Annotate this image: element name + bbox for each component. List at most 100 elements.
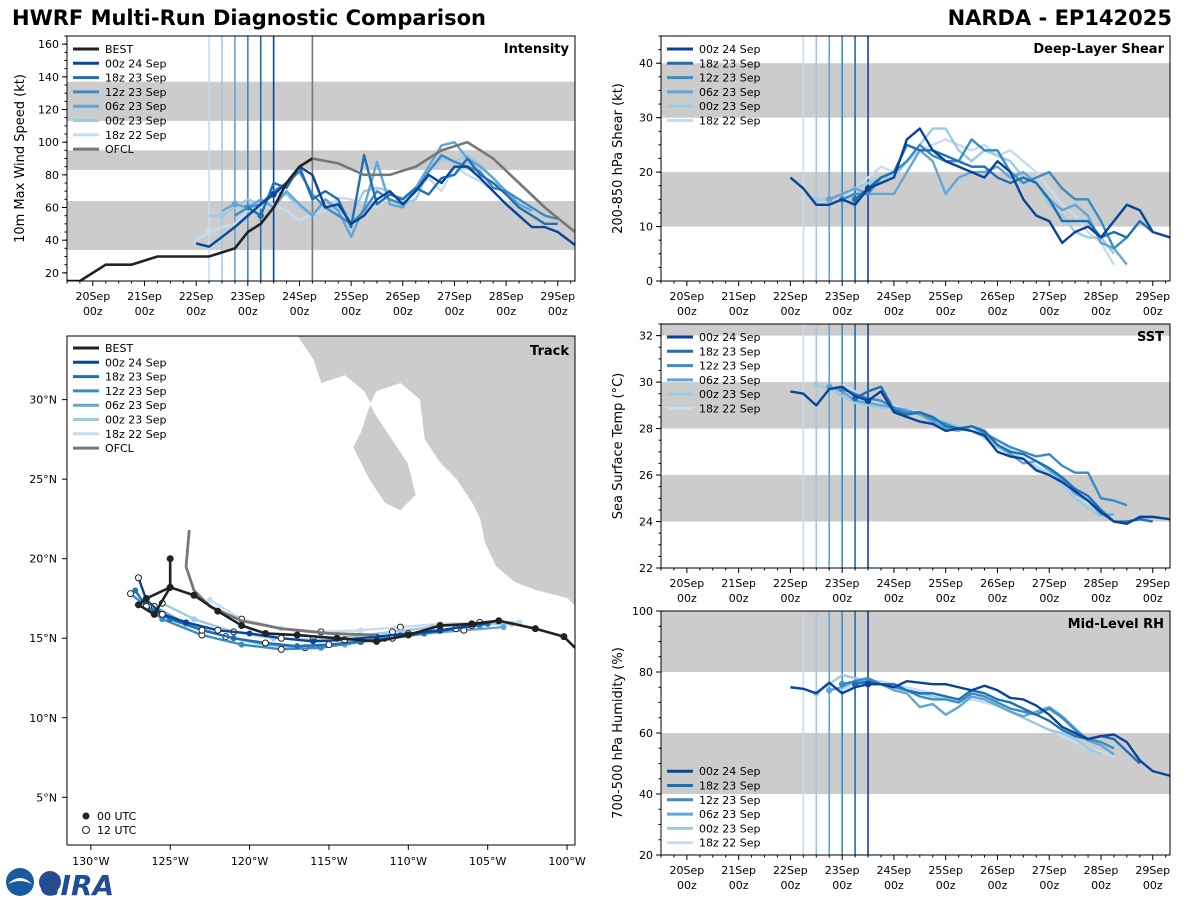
track-run-point-12utc bbox=[277, 634, 285, 642]
intensity-xtick-hour: 00z bbox=[548, 305, 568, 318]
track-xtick-label: 130°W bbox=[72, 855, 109, 868]
sst-ytick-label: 22 bbox=[639, 562, 653, 575]
track-legend-label: 06z 23 Sep bbox=[105, 399, 167, 412]
intensity-ytick-label: 60 bbox=[45, 202, 59, 215]
intensity-legend-label: 06z 23 Sep bbox=[105, 100, 167, 113]
intensity-ytick-label: 40 bbox=[45, 234, 59, 247]
intensity-xtick-hour: 00z bbox=[393, 305, 413, 318]
shear-xtick-day: 26Sep bbox=[980, 290, 1015, 303]
track-run-point bbox=[246, 630, 253, 637]
track-xtick-label: 115°W bbox=[310, 855, 347, 868]
track-best-point bbox=[293, 631, 301, 639]
track-run-point-12utc bbox=[396, 623, 404, 631]
shear-xtick-hour: 00z bbox=[988, 305, 1008, 318]
intensity-xtick-hour: 00z bbox=[135, 305, 155, 318]
intensity-xtick-day: 27Sep bbox=[437, 290, 472, 303]
track-legend-label: BEST bbox=[105, 342, 133, 355]
rh-panel: 20 40 60 80 100 20Sep 00z 21Sep 00z 22Sep 00z 23Sep… bbox=[611, 605, 1171, 892]
track-best-point bbox=[238, 621, 246, 629]
track-best-point bbox=[190, 591, 198, 599]
rh-xtick-day: 28Sep bbox=[1084, 864, 1119, 877]
intensity-title: Intensity bbox=[504, 42, 570, 57]
rh-ytick-label: 60 bbox=[639, 727, 653, 740]
rh-legend-label: 12z 23 Sep bbox=[699, 794, 761, 807]
intensity-ytick-label: 80 bbox=[45, 169, 59, 182]
track-ytick-label: 20°N bbox=[29, 553, 57, 566]
track-best-point bbox=[142, 594, 150, 602]
sst-title: SST bbox=[1137, 330, 1164, 345]
track-run-line bbox=[137, 577, 500, 643]
track-panel: 130°W 125°W 120°W 115°W 110°W 105°W 100°W 5°N 10… bbox=[29, 335, 586, 868]
intensity-xtick-hour: 00z bbox=[290, 305, 310, 318]
sst-xtick-day: 27Sep bbox=[1032, 577, 1067, 590]
sst-series-line bbox=[854, 385, 1153, 523]
shear-init-point bbox=[864, 185, 872, 192]
shear-ytick-label: 40 bbox=[639, 57, 653, 70]
track-run-point bbox=[159, 616, 166, 623]
shear-xtick-day: 27Sep bbox=[1032, 290, 1067, 303]
rh-band bbox=[661, 733, 1170, 794]
intensity-ofcl-line bbox=[298, 140, 575, 234]
intensity-best-line bbox=[67, 157, 314, 281]
track-best-point bbox=[404, 631, 412, 639]
shear-series-line bbox=[841, 138, 1115, 266]
rh-xtick-day: 20Sep bbox=[670, 864, 705, 877]
rh-legend-label: 06z 23 Sep bbox=[699, 808, 761, 821]
shear-series-line bbox=[789, 127, 1170, 245]
sst-xtick-day: 20Sep bbox=[670, 577, 705, 590]
intensity-series-line bbox=[195, 165, 575, 248]
sst-xtick-hour: 00z bbox=[936, 592, 956, 605]
intensity-legend-label: 18z 22 Sep bbox=[105, 129, 167, 142]
sst-xtick-day: 28Sep bbox=[1084, 577, 1119, 590]
track-best-point bbox=[261, 629, 269, 637]
shear-xtick-day: 23Sep bbox=[825, 290, 860, 303]
intensity-xtick-hour: 00z bbox=[186, 305, 206, 318]
rh-xtick-hour: 00z bbox=[729, 879, 749, 892]
sst-legend-label: 18z 22 Sep bbox=[699, 403, 761, 416]
intensity-xtick-hour: 00z bbox=[83, 305, 103, 318]
track-run-point-12utc bbox=[214, 626, 222, 634]
intensity-xtick-day: 28Sep bbox=[489, 290, 524, 303]
track-xtick-label: 100°W bbox=[548, 855, 585, 868]
rh-init-point bbox=[838, 681, 846, 688]
shear-legend-label: 06z 23 Sep bbox=[699, 86, 761, 99]
shear-series-line bbox=[816, 127, 1115, 255]
intensity-ytick-label: 160 bbox=[38, 38, 59, 51]
sst-legend-label: 12z 23 Sep bbox=[699, 360, 761, 373]
shear-legend-label: 12z 23 Sep bbox=[699, 72, 761, 85]
sst-frame bbox=[660, 323, 1171, 569]
sst-legend-label: 06z 23 Sep bbox=[699, 374, 761, 387]
rh-series-line bbox=[790, 679, 1170, 777]
track-best-point bbox=[436, 621, 444, 629]
sst-series-group bbox=[790, 381, 1170, 526]
shear-xtick-hour: 00z bbox=[677, 305, 697, 318]
shear-xtick-hour: 00z bbox=[781, 305, 801, 318]
sst-xtick-day: 21Sep bbox=[721, 577, 756, 590]
track-ytick-label: 15°N bbox=[29, 632, 57, 645]
shear-xtick-hour: 00z bbox=[729, 305, 749, 318]
sst-xtick-hour: 00z bbox=[1039, 592, 1059, 605]
shear-band bbox=[661, 63, 1170, 118]
sst-xtick-hour: 00z bbox=[884, 592, 904, 605]
track-run-point bbox=[132, 587, 139, 594]
storm-id: NARDA - EP142025 bbox=[947, 6, 1172, 30]
sst-legend-label: 00z 23 Sep bbox=[699, 388, 761, 401]
track-legend-label: 18z 23 Sep bbox=[105, 371, 167, 384]
sst-legend-label: 18z 23 Sep bbox=[699, 345, 761, 358]
sst-xtick-day: 22Sep bbox=[773, 577, 808, 590]
intensity-xtick-day: 24Sep bbox=[282, 290, 317, 303]
rh-legend-label: 18z 23 Sep bbox=[699, 780, 761, 793]
track-run-point bbox=[437, 627, 444, 634]
sst-xtick-day: 24Sep bbox=[877, 577, 912, 590]
rh-xtick-day: 27Sep bbox=[1032, 864, 1067, 877]
track-run-point bbox=[191, 616, 197, 623]
track-run-point bbox=[206, 597, 213, 604]
marker-legend-12utc-dot bbox=[82, 826, 90, 834]
rh-xtick-day: 24Sep bbox=[877, 864, 912, 877]
rh-xtick-day: 21Sep bbox=[721, 864, 756, 877]
intensity-ytick-label: 120 bbox=[38, 104, 59, 117]
intensity-series-line bbox=[195, 165, 494, 242]
sst-panel: 22 24 26 28 30 32 20Sep 00z 21Sep 00z 22Sep 00z 23Se… bbox=[611, 323, 1171, 605]
rh-ylabel: 700-500 hPa Humidity (%) bbox=[611, 647, 626, 819]
marker-legend-00utc: 00 UTC bbox=[97, 810, 137, 823]
